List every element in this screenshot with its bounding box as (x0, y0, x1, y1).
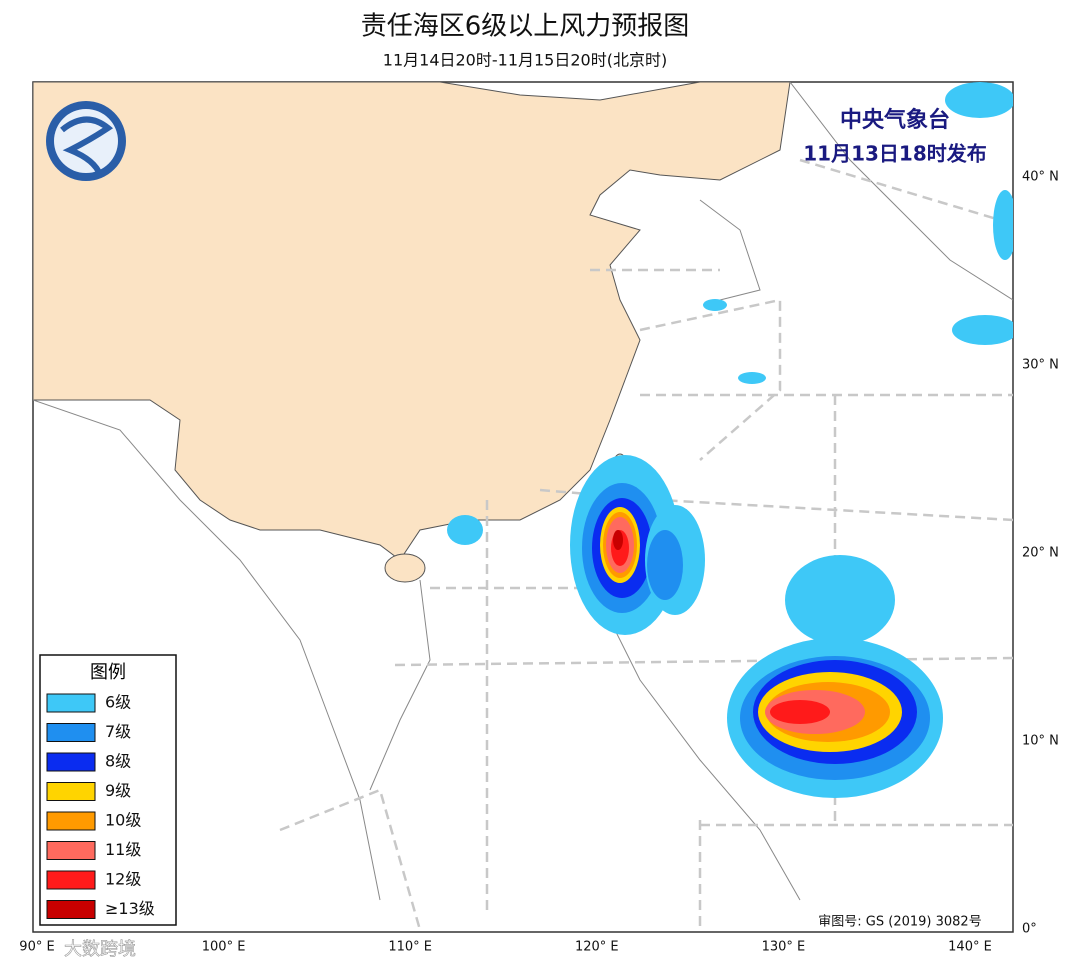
legend-swatch (46, 900, 96, 919)
issuer-name: 中央气象台 (840, 107, 950, 133)
latitude-label: 10° N (1022, 734, 1059, 749)
legend-label: 9级 (105, 781, 131, 800)
latitude-label: 30° N (1022, 358, 1059, 373)
wind-area (945, 82, 1013, 118)
legend-label: 7级 (105, 722, 131, 741)
logo (46, 101, 126, 181)
approval-number: 审图号: GS (2019) 3082号 (818, 915, 981, 930)
legend-swatch (46, 841, 96, 860)
latitude-label: 20° N (1022, 546, 1059, 561)
wind-area (647, 530, 683, 600)
latitude-label: 40° N (1022, 170, 1059, 185)
wind-area (738, 372, 766, 384)
wind-area (613, 530, 623, 550)
latitude-label: 0° (1022, 922, 1037, 937)
longitude-label: 140° E (948, 940, 992, 955)
legend-label: 10级 (105, 811, 141, 830)
legend-swatch (46, 752, 96, 772)
land-outlines (33, 82, 1013, 901)
legend-swatch (46, 811, 96, 831)
legend-swatch (46, 782, 96, 801)
legend-label: ≥13级 (105, 899, 155, 918)
legend-title: 图例 (90, 662, 126, 683)
legend-label: 12级 (105, 870, 141, 889)
legend-swatch (46, 870, 96, 890)
legend: 图例 6级 7级 8级 9级 10级 11级 12级 ≥13级 (39, 654, 177, 926)
issue-time: 11月13日18时发布 (803, 142, 987, 166)
legend-swatch (46, 723, 96, 742)
watermark: 大数跨境 (64, 939, 136, 960)
wind-area (770, 700, 830, 724)
wind-area (785, 555, 895, 645)
china-land (33, 82, 791, 561)
map-frame (32, 81, 1014, 933)
longitude-label: 90° E (19, 940, 54, 955)
longitude-label: 120° E (575, 940, 619, 955)
hainan (384, 553, 426, 583)
wind-area (447, 515, 483, 545)
wind-area (993, 190, 1013, 260)
legend-label: 8级 (105, 752, 131, 771)
legend-label: 11级 (105, 840, 141, 859)
wind-area (703, 299, 727, 311)
longitude-label: 100° E (202, 940, 246, 955)
longitude-label: 130° E (762, 940, 806, 955)
legend-label: 6级 (105, 693, 131, 712)
subtitle: 11月14日20时-11月15日20时(北京时) (383, 51, 667, 70)
longitude-label: 110° E (388, 940, 432, 955)
legend-swatch (46, 693, 96, 713)
wind-area (952, 315, 1013, 345)
title: 责任海区6级以上风力预报图 (361, 12, 690, 42)
